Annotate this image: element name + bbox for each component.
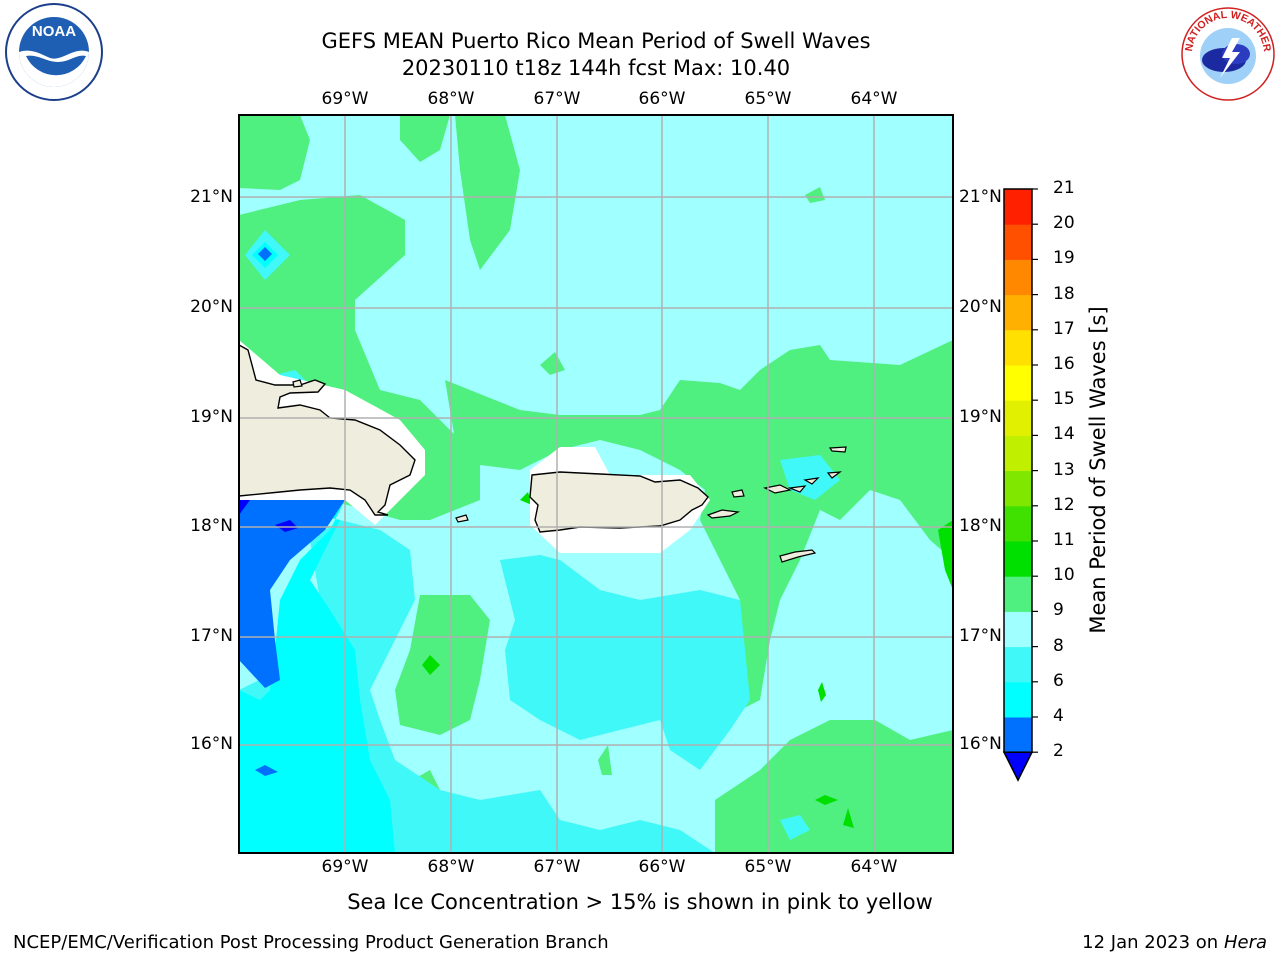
lon-label-top: 67°W (533, 89, 581, 109)
colorbar-level-label: 16 (1053, 354, 1075, 374)
colorbar-segment (1004, 470, 1032, 507)
colorbar-segment (1004, 365, 1032, 401)
colorbar-level-label: 4 (1053, 706, 1064, 726)
colorbar-level-label: 15 (1053, 389, 1075, 410)
chart-subtitle: 20230110 t18z 144h fcst Max: 10.40 (401, 56, 791, 80)
chart-title: GEFS MEAN Puerto Rico Mean Period of Swe… (321, 29, 871, 53)
lon-label-top: 65°W (744, 89, 792, 109)
host-name: Hera (1223, 932, 1267, 953)
lat-label-left: 17°N (190, 626, 233, 646)
date-text: 12 Jan 2023 on (1082, 932, 1224, 953)
map-gridlines (239, 115, 953, 853)
lat-label-left: 16°N (190, 734, 233, 754)
lon-label-bottom: 64°W (850, 857, 898, 877)
lat-label-right: 19°N (959, 407, 1002, 427)
colorbar-level-label: 11 (1053, 530, 1075, 550)
lat-label-left: 20°N (190, 297, 233, 317)
colorbar-segment (1004, 681, 1032, 718)
colorbar-segment (1004, 541, 1032, 577)
lat-label-left: 18°N (190, 516, 233, 536)
puerto-rico-landmass (529, 471, 709, 533)
colorbar-level-label: 21 (1053, 178, 1075, 198)
colorbar-segment (1004, 329, 1032, 366)
swell-contour-under-2 (239, 500, 298, 532)
colorbar-segment (1004, 717, 1032, 753)
colorbar-level-label: 2 (1053, 741, 1064, 762)
credit-text: NCEP/EMC/Verification Post Processing Pr… (13, 932, 609, 953)
colorbar-segment (1004, 646, 1032, 683)
swell-contour-10-11 (422, 492, 953, 828)
colorbar-level-label: 9 (1053, 600, 1064, 621)
lon-label-bottom: 66°W (638, 857, 686, 877)
colorbar-segment (1004, 576, 1032, 612)
nws-logo: NATIONAL WEATHER SERVICE (1178, 2, 1275, 101)
colorbar-segment (1004, 259, 1032, 296)
colorbar-segment (1004, 611, 1032, 648)
noaa-logo: NOAA (5, 3, 103, 101)
colorbar-level-label: 14 (1053, 424, 1075, 445)
sea-ice-note: Sea Ice Concentration > 15% is shown in … (347, 890, 933, 914)
colorbar-level-label: 12 (1053, 494, 1075, 515)
lon-label-bottom: 68°W (427, 857, 475, 877)
lon-label-bottom: 69°W (321, 857, 369, 877)
colorbar-level-label: 10 (1053, 565, 1075, 586)
colorbar (1002, 188, 1038, 782)
lon-label-bottom: 65°W (744, 857, 792, 877)
colorbar-segment (1004, 400, 1032, 436)
colorbar-level-label: 17 (1053, 318, 1075, 339)
hispaniola-landmass (239, 344, 416, 516)
small-islands (292, 379, 847, 563)
colorbar-under-arrow (1002, 751, 1034, 782)
colorbar-segment (1004, 435, 1032, 472)
colorbar-segment (1004, 505, 1032, 542)
colorbar-level-label: 6 (1053, 670, 1064, 691)
date-stamp: 12 Jan 2023 on Hera (1082, 932, 1267, 953)
lat-label-right: 17°N (959, 626, 1002, 646)
lat-label-right: 20°N (959, 297, 1002, 317)
lat-label-left: 19°N (190, 407, 233, 427)
lon-label-top: 66°W (638, 89, 686, 109)
lon-label-top: 69°W (321, 89, 369, 109)
lat-label-right: 21°N (959, 187, 1002, 207)
colorbar-level-label: 18 (1053, 283, 1075, 304)
colorbar-segment (1004, 189, 1032, 225)
colorbar-level-label: 13 (1053, 459, 1075, 480)
lon-label-top: 64°W (850, 89, 898, 109)
colorbar-level-label: 8 (1053, 635, 1064, 656)
lon-label-top: 68°W (427, 89, 475, 109)
lat-label-right: 18°N (959, 516, 1002, 536)
colorbar-title: Mean Period of Swell Waves [s] (1086, 306, 1110, 634)
swell-contour-2-4 (239, 247, 345, 776)
colorbar-segment (1004, 224, 1032, 260)
map-frame (238, 114, 954, 854)
colorbar-level-label: 19 (1053, 248, 1075, 269)
svg-text:NOAA: NOAA (32, 23, 76, 40)
colorbar-level-label: 20 (1053, 213, 1075, 234)
colorbar-segment (1004, 294, 1032, 331)
lon-label-bottom: 67°W (533, 857, 581, 877)
lat-label-right: 16°N (959, 734, 1002, 754)
lat-label-left: 21°N (190, 187, 233, 207)
